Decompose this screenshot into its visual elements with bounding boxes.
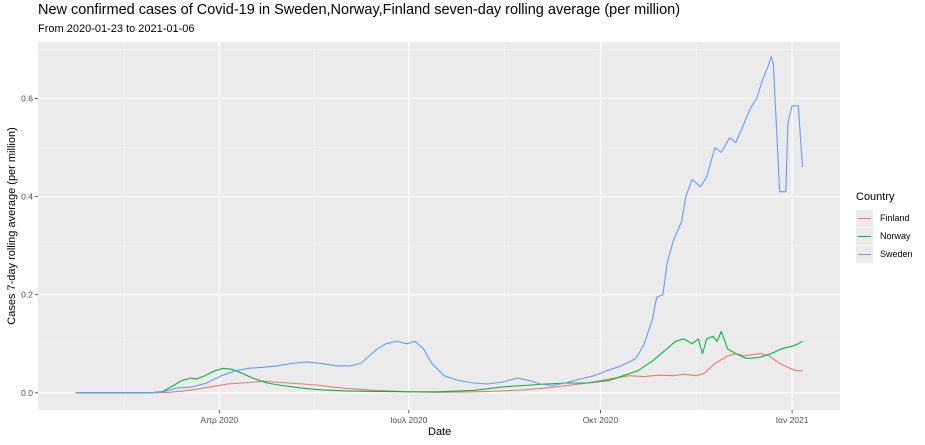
legend-key-norway — [856, 227, 873, 245]
y-tick-label: 0.0 — [21, 388, 33, 398]
x-tick-label: Ιουλ 2020 — [390, 415, 428, 425]
chart-subtitle: From 2020-01-23 to 2021-01-06 — [38, 23, 195, 35]
legend: Country Finland Norway Sweden — [856, 191, 913, 263]
y-tick-label: 0.4 — [21, 192, 33, 202]
chart-title: New confirmed cases of Covid-19 in Swede… — [38, 2, 681, 18]
x-tick-label: Απρ 2020 — [200, 415, 238, 425]
legend-item-sweden: Sweden — [856, 245, 913, 263]
legend-item-norway: Norway — [856, 227, 913, 245]
legend-swatch-sweden — [858, 253, 871, 255]
x-tick-label: Οκτ 2020 — [583, 415, 619, 425]
y-tick-label: 0.2 — [21, 290, 33, 300]
legend-item-finland: Finland — [856, 209, 913, 227]
x-axis-title: Date — [428, 426, 452, 438]
legend-key-finland — [856, 209, 873, 227]
legend-label-finland: Finland — [880, 213, 910, 223]
y-axis-title: Cases 7-day rolling average (per million… — [6, 127, 18, 325]
legend-key-sweden — [856, 245, 873, 263]
x-tick-label: Ιαν 2021 — [776, 415, 809, 425]
legend-label-sweden: Sweden — [880, 249, 913, 259]
y-tick-label: 0.6 — [21, 93, 33, 103]
legend-title: Country — [856, 191, 895, 203]
legend-swatch-norway — [858, 235, 871, 237]
series-line-sweden — [75, 56, 804, 394]
series-line-norway — [75, 330, 803, 394]
legend-swatch-finland — [858, 217, 871, 219]
plot-panel — [38, 42, 840, 410]
legend-label-norway: Norway — [880, 231, 911, 241]
